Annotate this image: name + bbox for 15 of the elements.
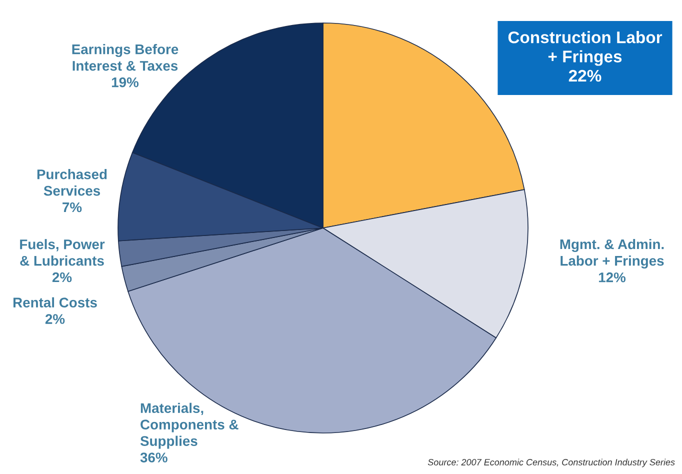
slice-label: Earnings Before Interest & Taxes (72, 44, 178, 71)
slice-label: Rental Costs (13, 297, 97, 308)
data-label: 22% (568, 70, 602, 82)
slice-label: Fuels, Power & Lubricants (20, 239, 105, 266)
slice-label: Construction Labor + Fringes (508, 31, 662, 66)
source-note: Source: 2007 Economic Census, Construction Industry Series (428, 458, 675, 468)
slice-label: Purchased Services (37, 169, 107, 196)
slice-label: Materials, Components & Supplies (140, 402, 238, 449)
data-label: 2% (45, 314, 65, 324)
data-label: 7% (62, 202, 82, 212)
data-label: 19% (112, 77, 139, 88)
slice-label: Mgmt. & Admin. Labor + Fringes (560, 238, 664, 269)
data-label: 2% (52, 272, 72, 282)
data-label: 12% (598, 272, 626, 282)
data-label: 36% (140, 452, 168, 462)
